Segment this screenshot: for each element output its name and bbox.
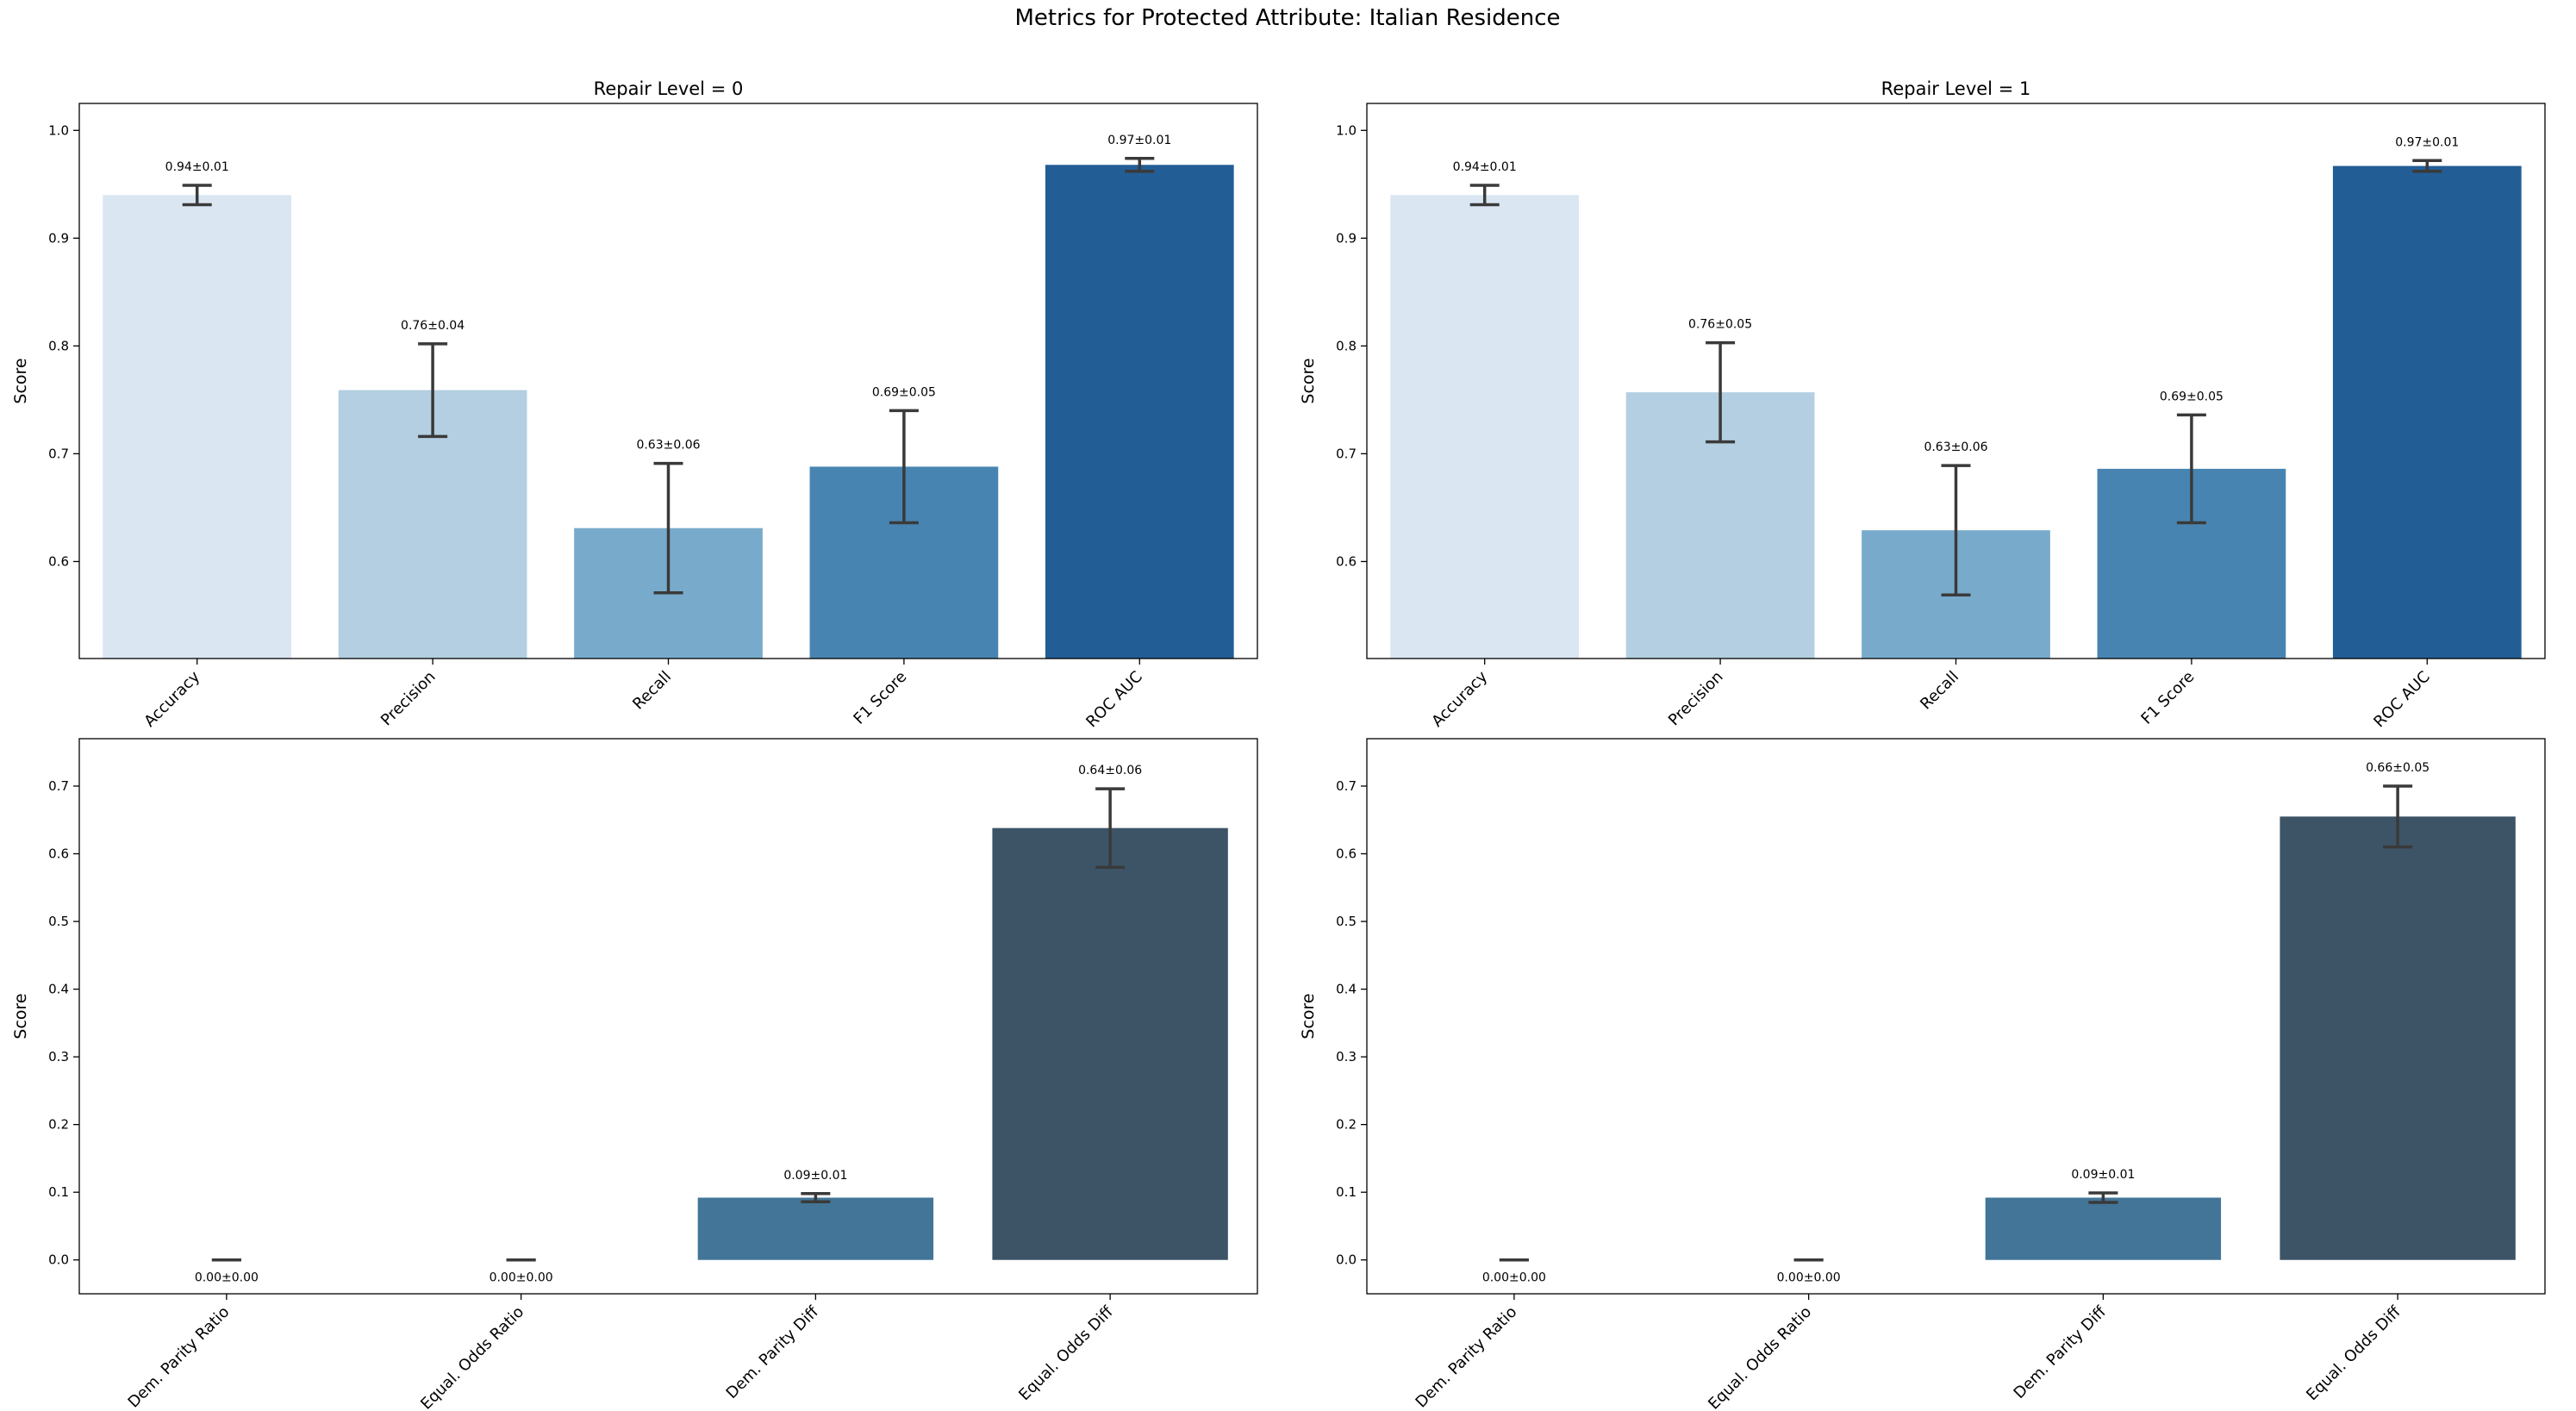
figure-title: Metrics for Protected Attribute: Italian… — [1014, 5, 1560, 31]
error-bar-4 — [2176, 413, 2206, 525]
x-tick-label: Precision — [377, 668, 440, 730]
x-tick-label: ROC AUC — [2370, 668, 2434, 732]
y-tick-label: 0.5 — [1336, 914, 1357, 929]
y-tick-label: 0.4 — [48, 982, 69, 997]
bar-4 — [2280, 816, 2516, 1260]
y-tick-label: 0.9 — [1336, 230, 1357, 246]
x-tick-label: Dem. Parity Diff — [2011, 1302, 2111, 1402]
y-tick-label: 0.6 — [1336, 846, 1357, 862]
data-label-3: 0.09±0.01 — [783, 1169, 847, 1183]
x-tick-label: Equal. Odds Diff — [2303, 1302, 2404, 1404]
data-label-5: 0.97±0.01 — [2395, 135, 2459, 149]
x-tick-label: F1 Score — [850, 668, 910, 728]
x-tick-label: Equal. Odds Ratio — [417, 1303, 527, 1411]
panel-title: Repair Level = 1 — [1881, 78, 2031, 99]
y-tick-label: 0.3 — [1336, 1049, 1357, 1064]
error-bar-4 — [889, 409, 919, 525]
x-tick-label: Dem. Parity Diff — [723, 1302, 823, 1402]
data-label-3: 0.63±0.06 — [1924, 440, 1987, 454]
data-label-4: 0.69±0.05 — [872, 385, 936, 399]
y-axis-label: Score — [1299, 358, 1318, 403]
error-bar-2 — [1706, 340, 1736, 444]
y-tick-label: 0.2 — [1336, 1117, 1357, 1133]
data-label-2: 0.00±0.00 — [490, 1271, 553, 1285]
y-tick-label: 0.3 — [48, 1049, 69, 1064]
error-bar-3 — [801, 1192, 831, 1203]
axes-frame — [1366, 738, 2546, 1295]
y-axis-label: Score — [1299, 993, 1318, 1039]
data-label-1: 0.94±0.01 — [165, 160, 229, 174]
y-tick-label: 0.1 — [1336, 1184, 1357, 1200]
y-tick-label: 0.1 — [48, 1184, 69, 1200]
y-tick-label: 0.7 — [1336, 446, 1357, 461]
y-tick-label: 0.6 — [48, 846, 69, 862]
y-tick-label: 0.7 — [48, 446, 69, 461]
x-tick-label: F1 Score — [2137, 668, 2198, 728]
x-tick-label: Recall — [1917, 668, 1962, 714]
chart-panel-1: 0.94±0.01 0.76±0.04 0.63±0.06 0.69±0.05 0.97… — [11, 78, 1258, 732]
error-bar-5 — [1125, 157, 1155, 173]
y-tick-label: 0.6 — [1336, 553, 1357, 569]
data-label-4: 0.69±0.05 — [2160, 390, 2224, 403]
y-tick-label: 0.4 — [1336, 982, 1357, 997]
bar-1 — [103, 195, 292, 659]
y-tick-label: 0.6 — [48, 553, 69, 569]
y-tick-label: 0.8 — [1336, 338, 1357, 353]
error-bar-4 — [1095, 787, 1126, 869]
data-label-2: 0.76±0.04 — [401, 319, 465, 333]
bar-5 — [1045, 165, 1234, 659]
axes-frame — [78, 738, 1258, 1295]
error-bar-1 — [182, 184, 212, 207]
chart-panels: 0.94±0.01 0.76±0.04 0.63±0.06 0.69±0.05 0.97… — [11, 78, 2546, 1411]
error-bar-5 — [2412, 159, 2442, 173]
x-tick-label: Accuracy — [1428, 667, 1491, 730]
y-tick-label: 0.0 — [48, 1252, 69, 1268]
y-tick-label: 0.5 — [48, 914, 69, 929]
bar-1 — [1390, 195, 1580, 659]
y-tick-label: 0.7 — [1336, 778, 1357, 794]
x-tick-label: ROC AUC — [1082, 668, 1146, 732]
error-bar-3 — [653, 461, 683, 595]
data-label-1: 0.00±0.00 — [1482, 1271, 1546, 1285]
chart-panel-2: 0.94±0.01 0.76±0.05 0.63±0.06 0.69±0.05 0.97… — [1299, 78, 2546, 732]
y-tick-label: 0.2 — [48, 1117, 69, 1133]
y-tick-label: 1.0 — [48, 122, 69, 138]
error-bar-3 — [2088, 1191, 2118, 1204]
data-label-2: 0.00±0.00 — [1777, 1271, 1841, 1285]
error-bar-2 — [418, 342, 448, 439]
error-bar-3 — [1941, 464, 1971, 596]
data-label-4: 0.66±0.05 — [2366, 761, 2429, 775]
y-axis-label: Score — [11, 993, 30, 1039]
x-tick-label: Equal. Odds Ratio — [1705, 1303, 1815, 1411]
error-bar-4 — [2383, 784, 2413, 849]
data-label-2: 0.76±0.05 — [1688, 318, 1752, 332]
bar-3 — [697, 1197, 934, 1260]
bar-3 — [1985, 1197, 2222, 1260]
y-tick-label: 1.0 — [1336, 122, 1357, 138]
data-label-5: 0.97±0.01 — [1107, 134, 1171, 147]
data-label-3: 0.63±0.06 — [636, 439, 700, 453]
chart-panel-3: 0.00±0.00 0.00±0.00 0.09±0.01 0.64±0.06 0.0 0… — [11, 738, 1258, 1411]
data-label-4: 0.64±0.06 — [1078, 764, 1142, 777]
panel-title: Repair Level = 0 — [594, 78, 744, 99]
data-label-3: 0.09±0.01 — [2071, 1168, 2135, 1182]
bar-4 — [992, 827, 1228, 1260]
x-tick-label: Equal. Odds Diff — [1015, 1302, 1117, 1404]
x-tick-label: Recall — [629, 668, 675, 714]
x-tick-label: Accuracy — [140, 667, 203, 730]
bar-5 — [2332, 165, 2522, 659]
y-tick-label: 0.9 — [48, 230, 69, 246]
error-bar-1 — [1469, 184, 1500, 207]
chart-panel-4: 0.00±0.00 0.00±0.00 0.09±0.01 0.66±0.05 0.0 0… — [1299, 738, 2546, 1411]
y-tick-label: 0.8 — [48, 338, 69, 353]
y-tick-label: 0.0 — [1336, 1252, 1357, 1268]
data-label-1: 0.94±0.01 — [1453, 160, 1517, 174]
y-tick-label: 0.7 — [48, 778, 69, 794]
x-tick-label: Dem. Parity Ratio — [125, 1303, 234, 1411]
x-tick-label: Precision — [1665, 668, 1727, 730]
x-tick-label: Dem. Parity Ratio — [1413, 1303, 1521, 1411]
data-label-1: 0.00±0.00 — [195, 1271, 259, 1285]
y-axis-label: Score — [11, 358, 30, 403]
